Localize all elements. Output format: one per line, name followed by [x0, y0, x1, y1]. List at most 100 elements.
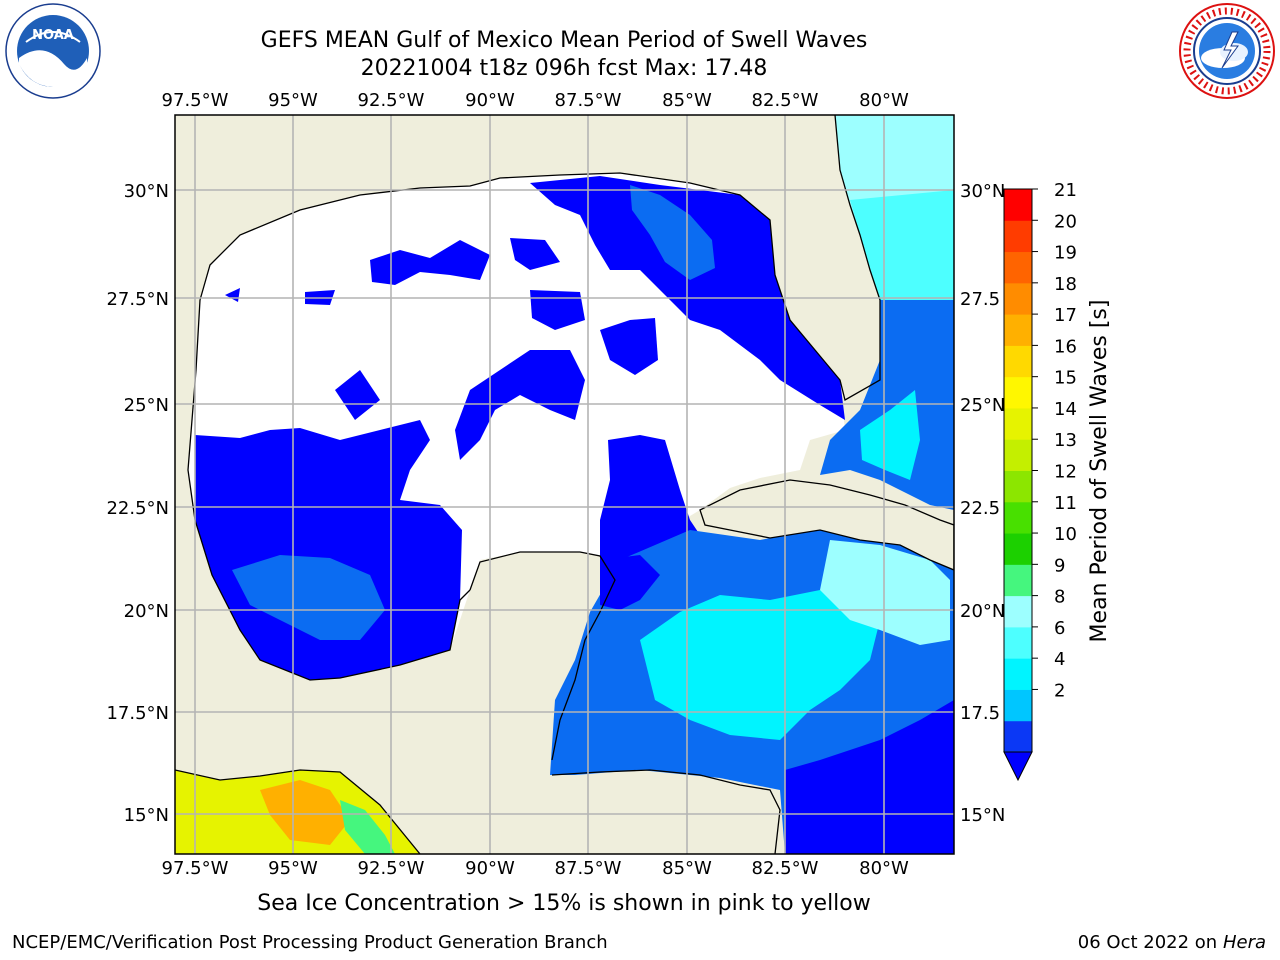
lat-label-right: 27.5 [960, 289, 1000, 310]
colorbar-segment [1004, 220, 1032, 253]
lat-label-left: 20°N [124, 601, 169, 622]
lat-label-right: 15°N [960, 805, 1005, 826]
lon-label-bottom: 90°W [465, 858, 515, 879]
colorbar-tick-label: 13 [1054, 430, 1077, 451]
central-america-coast [175, 769, 421, 854]
colorbar-segment [1004, 282, 1032, 315]
colorbar-segment [1004, 595, 1032, 628]
gulf-coastline-west [187, 299, 471, 681]
colorbar-segment [1004, 189, 1032, 221]
colorbar-tick-label: 8 [1054, 587, 1065, 608]
colorbar-tick-label: 19 [1054, 243, 1077, 264]
colorbar: 21 20 19 18 17 16 15 14 13 12 11 10 9 8 6 4 2 [1003, 180, 1077, 782]
map-frame [174, 114, 955, 855]
colorbar-tick-label: 14 [1054, 399, 1077, 420]
footer-organization: NCEP/EMC/Verification Post Processing Pr… [12, 932, 608, 953]
lon-label-bottom: 80°W [859, 858, 909, 879]
lon-label-top: 97.5°W [162, 90, 229, 111]
colorbar-extend [1003, 751, 1033, 782]
colorbar-segment [1004, 407, 1032, 440]
lon-label-bottom: 85°W [662, 858, 712, 879]
colorbar-segment [1004, 251, 1032, 284]
lon-label-top: 92.5°W [358, 90, 425, 111]
lon-label-bottom: 82.5°W [752, 858, 819, 879]
lat-label-left: 27.5°N [106, 289, 169, 310]
colorbar-tick-label: 21 [1054, 180, 1077, 201]
lon-label-top: 95°W [268, 90, 318, 111]
colorbar-segment [1004, 626, 1032, 659]
lat-label-right: 20°N [960, 601, 1005, 622]
sea-ice-caption: Sea Ice Concentration > 15% is shown in … [257, 891, 871, 916]
swell-patch [370, 240, 490, 285]
honduras-coast [551, 769, 781, 854]
swell-region-west-mid [232, 555, 385, 640]
swell-patch [530, 290, 585, 330]
caribbean-swell-cyan [640, 590, 880, 740]
lon-label-top: 90°W [465, 90, 515, 111]
lon-label-bottom: 97.5°W [162, 858, 229, 879]
lon-label-bottom: 95°W [268, 858, 318, 879]
colorbar-segment [1004, 376, 1032, 409]
colorbar-segment [1004, 658, 1032, 690]
caribbean-swell-deep [785, 700, 954, 854]
colorbar-segment [1004, 470, 1032, 503]
swell-region-southeast [600, 435, 700, 560]
lat-label-left: 25°N [124, 395, 169, 416]
colorbar-tick-label: 10 [1054, 524, 1077, 545]
colorbar-tick-label: 11 [1054, 493, 1077, 514]
caribbean-swell-lightcyan [820, 540, 950, 645]
atlantic-swell-mid [850, 190, 954, 300]
colorbar-segment [1004, 720, 1032, 753]
colorbar-tick-label: 15 [1054, 368, 1077, 389]
graticule [175, 115, 954, 854]
colorbar-tick-label: 2 [1054, 680, 1065, 701]
colorbar-segment [1004, 689, 1032, 722]
lon-label-bottom: 92.5°W [358, 858, 425, 879]
swell-region-northeast-mid [630, 185, 715, 280]
noaa-logo-text: NOAA [32, 28, 74, 43]
colorbar-segment [1004, 314, 1032, 346]
footer-host: Hera [1222, 932, 1266, 953]
colorbar-tick-label: 16 [1054, 336, 1077, 357]
atlantic-swell-straits-cyan [860, 390, 920, 480]
swell-patch [600, 318, 658, 375]
colorbar-label: Mean Period of Swell Waves [s] [1087, 300, 1112, 643]
colorbar-segment [1004, 345, 1032, 378]
lat-label-left: 22.5°N [106, 498, 169, 519]
lat-label-left: 17.5°N [106, 703, 169, 724]
lon-label-top: 80°W [859, 90, 909, 111]
swell-patch [455, 350, 585, 460]
pacific-swell-orange [260, 780, 350, 845]
footer-date-host: 06 Oct 2022 on Hera [1078, 932, 1266, 953]
lat-label-right: 22.5 [960, 498, 1000, 519]
atlantic-swell-straits [820, 300, 954, 510]
footer-date: 06 Oct 2022 on [1077, 932, 1223, 953]
lon-label-top: 85°W [662, 90, 712, 111]
colorbar-segment [1004, 501, 1032, 534]
colorbar-tick-label: 17 [1054, 305, 1077, 326]
yucatan-coast [469, 551, 616, 761]
map-subtitle: 20221004 t18z 096h fcst Max: 17.48 [360, 56, 768, 81]
colorbar-tick-label: 4 [1054, 649, 1065, 670]
lat-label-left: 15°N [124, 805, 169, 826]
swell-region-west [195, 420, 462, 680]
nws-logo-icon [1178, 2, 1276, 100]
colorbar-tick-label: 6 [1054, 618, 1065, 639]
colorbar-segment [1004, 564, 1032, 597]
colorbar-tick-label: 9 [1054, 555, 1065, 576]
lat-label-left: 30°N [124, 181, 169, 202]
colorbar-segment [1004, 533, 1032, 565]
lat-label-right: 25°N [960, 395, 1005, 416]
noaa-logo-icon: NOAA [4, 2, 102, 100]
colorbar-segment [1004, 439, 1032, 471]
gulf-coastline [199, 115, 881, 401]
lon-label-bottom: 87.5°W [555, 858, 622, 879]
colorbar-tick-label: 18 [1054, 274, 1077, 295]
map-title: GEFS MEAN Gulf of Mexico Mean Period of … [260, 28, 868, 53]
colorbar-tick-label: 20 [1054, 211, 1077, 232]
lat-label-right: 30°N [960, 181, 1005, 202]
cuba-land [699, 479, 954, 571]
lon-label-top: 87.5°W [555, 90, 622, 111]
caribbean-swell-deep-west [600, 555, 660, 610]
